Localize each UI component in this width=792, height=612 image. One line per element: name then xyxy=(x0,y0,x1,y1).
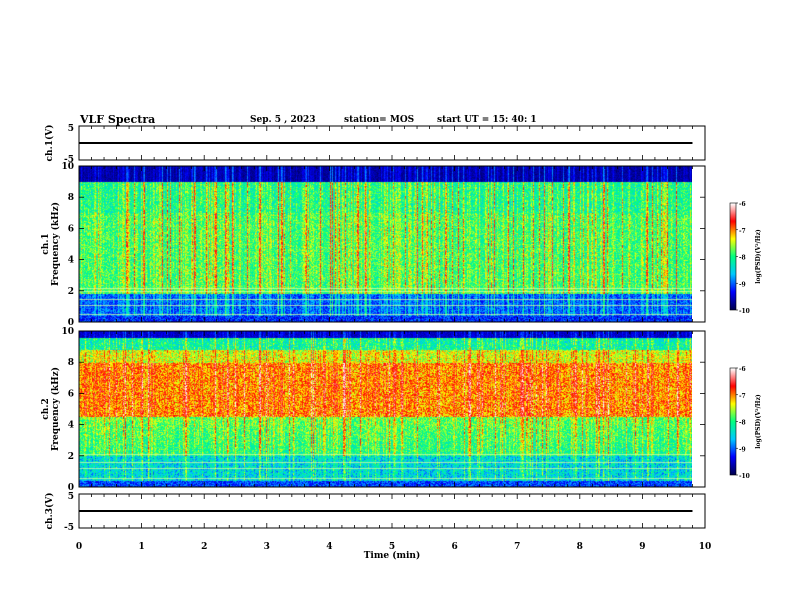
y-tick-label: -5 xyxy=(64,523,74,533)
y-tick-label: 5 xyxy=(68,124,74,134)
ch1-colorbar-label: log(PSD)(V²/Hz) xyxy=(755,229,762,284)
waveform-ylabel: ch.3(V) xyxy=(44,493,55,530)
colorbar-tick-label: -10 xyxy=(739,473,750,480)
spectrogram-image xyxy=(79,166,692,322)
y-tick-label: -5 xyxy=(64,155,74,165)
x-tick-label: 10 xyxy=(699,542,712,552)
x-tick-label: 7 xyxy=(514,542,520,552)
ch1-ylabel-channel: ch.1 xyxy=(41,233,51,254)
ch1-colorbar xyxy=(730,203,736,310)
colorbar-tick-label: -8 xyxy=(739,420,746,427)
colorbar-tick-label: -9 xyxy=(739,446,746,453)
ch1-ylabel-frequency: Frequency (kHz) xyxy=(50,202,61,286)
colorbar-tick-label: -6 xyxy=(739,201,746,208)
x-tick-label: 4 xyxy=(326,542,332,552)
y-tick-label: 0 xyxy=(68,318,74,328)
start-time-label: start UT = 15: 40: 1 xyxy=(437,115,537,125)
y-tick-label: 10 xyxy=(61,327,74,337)
spectrogram-image xyxy=(79,331,692,487)
ch2-ylabel-channel: ch.2 xyxy=(41,398,51,419)
date-label: Sep. 5 , 2023 xyxy=(250,115,316,125)
colorbar-tick-label: -9 xyxy=(739,281,746,288)
x-axis-label: Time (min) xyxy=(364,550,421,561)
y-tick-label: 0 xyxy=(68,483,74,493)
ch2-ylabel-frequency: Frequency (kHz) xyxy=(50,367,61,451)
waveform-ylabel: ch.1(V) xyxy=(44,125,55,162)
colorbar-tick-label: -7 xyxy=(739,228,746,235)
y-tick-label: 6 xyxy=(68,389,74,399)
colorbar-tick-label: -10 xyxy=(739,308,750,315)
x-tick-label: 0 xyxy=(76,542,82,552)
colorbar-tick-label: -8 xyxy=(739,255,746,262)
y-tick-label: 8 xyxy=(68,358,74,368)
x-tick-label: 3 xyxy=(264,542,270,552)
plot-title: VLF Spectra xyxy=(80,113,156,126)
x-tick-label: 9 xyxy=(639,542,645,552)
x-tick-label: 8 xyxy=(577,542,583,552)
y-tick-label: 4 xyxy=(68,256,74,266)
y-tick-label: 6 xyxy=(68,224,74,234)
x-tick-label: 1 xyxy=(138,542,144,552)
y-tick-label: 4 xyxy=(68,421,74,431)
y-tick-label: 2 xyxy=(68,287,74,297)
y-tick-label: 2 xyxy=(68,452,74,462)
colorbar-tick-label: -6 xyxy=(739,366,746,373)
ch2-colorbar xyxy=(730,368,736,475)
x-tick-label: 2 xyxy=(201,542,207,552)
y-tick-label: 8 xyxy=(68,193,74,203)
y-tick-label: 10 xyxy=(61,162,74,172)
y-tick-label: 5 xyxy=(68,492,74,502)
ch2-colorbar-label: log(PSD)(V²/Hz) xyxy=(755,394,762,449)
station-label: station= MOS xyxy=(344,115,415,125)
colorbar-tick-label: -7 xyxy=(739,393,746,400)
x-tick-label: 5 xyxy=(389,542,395,552)
x-tick-label: 6 xyxy=(451,542,457,552)
